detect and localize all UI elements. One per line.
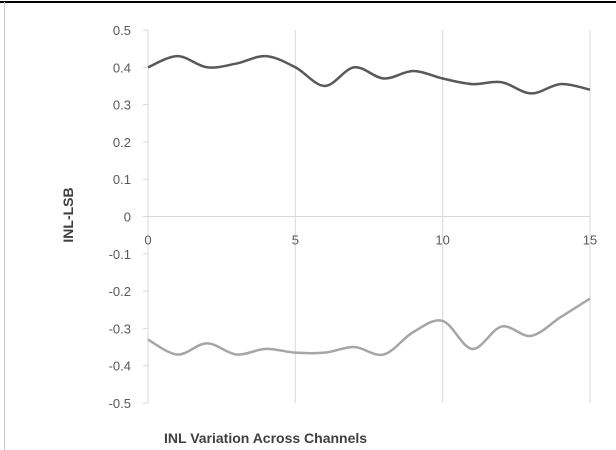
- y-tick-label: -0.2: [109, 284, 131, 299]
- y-tick-label: 0: [124, 210, 131, 225]
- y-tick-label: 0.1: [113, 172, 131, 187]
- series-line-2: [147, 297, 591, 357]
- y-tick-label: -0.3: [109, 321, 131, 336]
- series-line-1: [147, 54, 591, 95]
- tick-labels: 0.5 0.4 0.3 0.2 0.1 0 -0.1 -0.2 -0.3 -0.4 -0.5 0 5 10…: [109, 23, 598, 411]
- y-tick-label: 0.4: [113, 60, 131, 75]
- x-tick-label: 0: [144, 233, 151, 248]
- x-tick-label: 15: [583, 233, 597, 248]
- x-axis-title: INL Variation Across Channels: [164, 430, 367, 446]
- y-tick-label: 0.5: [113, 23, 131, 38]
- y-axis-title: INL-LSB: [60, 187, 76, 242]
- x-tick-label: 5: [292, 233, 299, 248]
- y-tick-label: -0.1: [109, 247, 131, 262]
- y-tick-label: -0.4: [109, 359, 131, 374]
- y-tick-label: 0.3: [113, 98, 131, 113]
- y-tick-label: 0.2: [113, 135, 131, 150]
- series-lines: [147, 54, 591, 357]
- y-tick-label: -0.5: [109, 396, 131, 411]
- axes: [143, 29, 590, 404]
- x-tick-label: 10: [435, 233, 449, 248]
